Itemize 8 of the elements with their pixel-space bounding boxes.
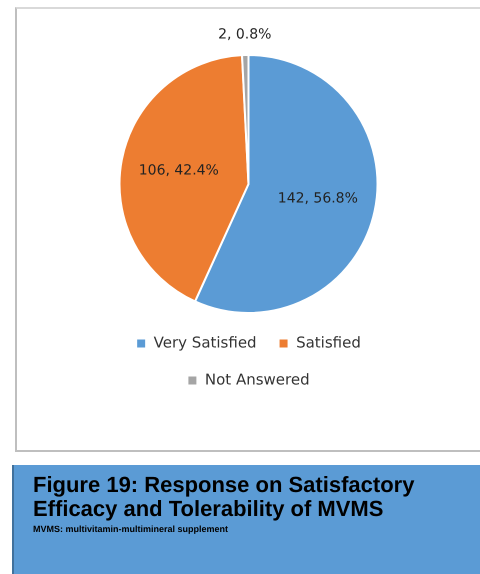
legend-label: Satisfied	[296, 333, 361, 352]
legend-label: Very Satisfied	[154, 333, 257, 352]
data-label: 142, 56.8%	[278, 190, 358, 207]
data-label: 2, 0.8%	[218, 26, 272, 43]
text: MVMS: multivitamin-multimineral supplement	[33, 524, 230, 534]
text: Figure 19: Response on Satisfactory Efficacy and Tolerability of MVMS	[33, 472, 416, 521]
data-label: 106, 42.4%	[138, 162, 219, 178]
legend-label: Not Answered	[204, 370, 310, 388]
